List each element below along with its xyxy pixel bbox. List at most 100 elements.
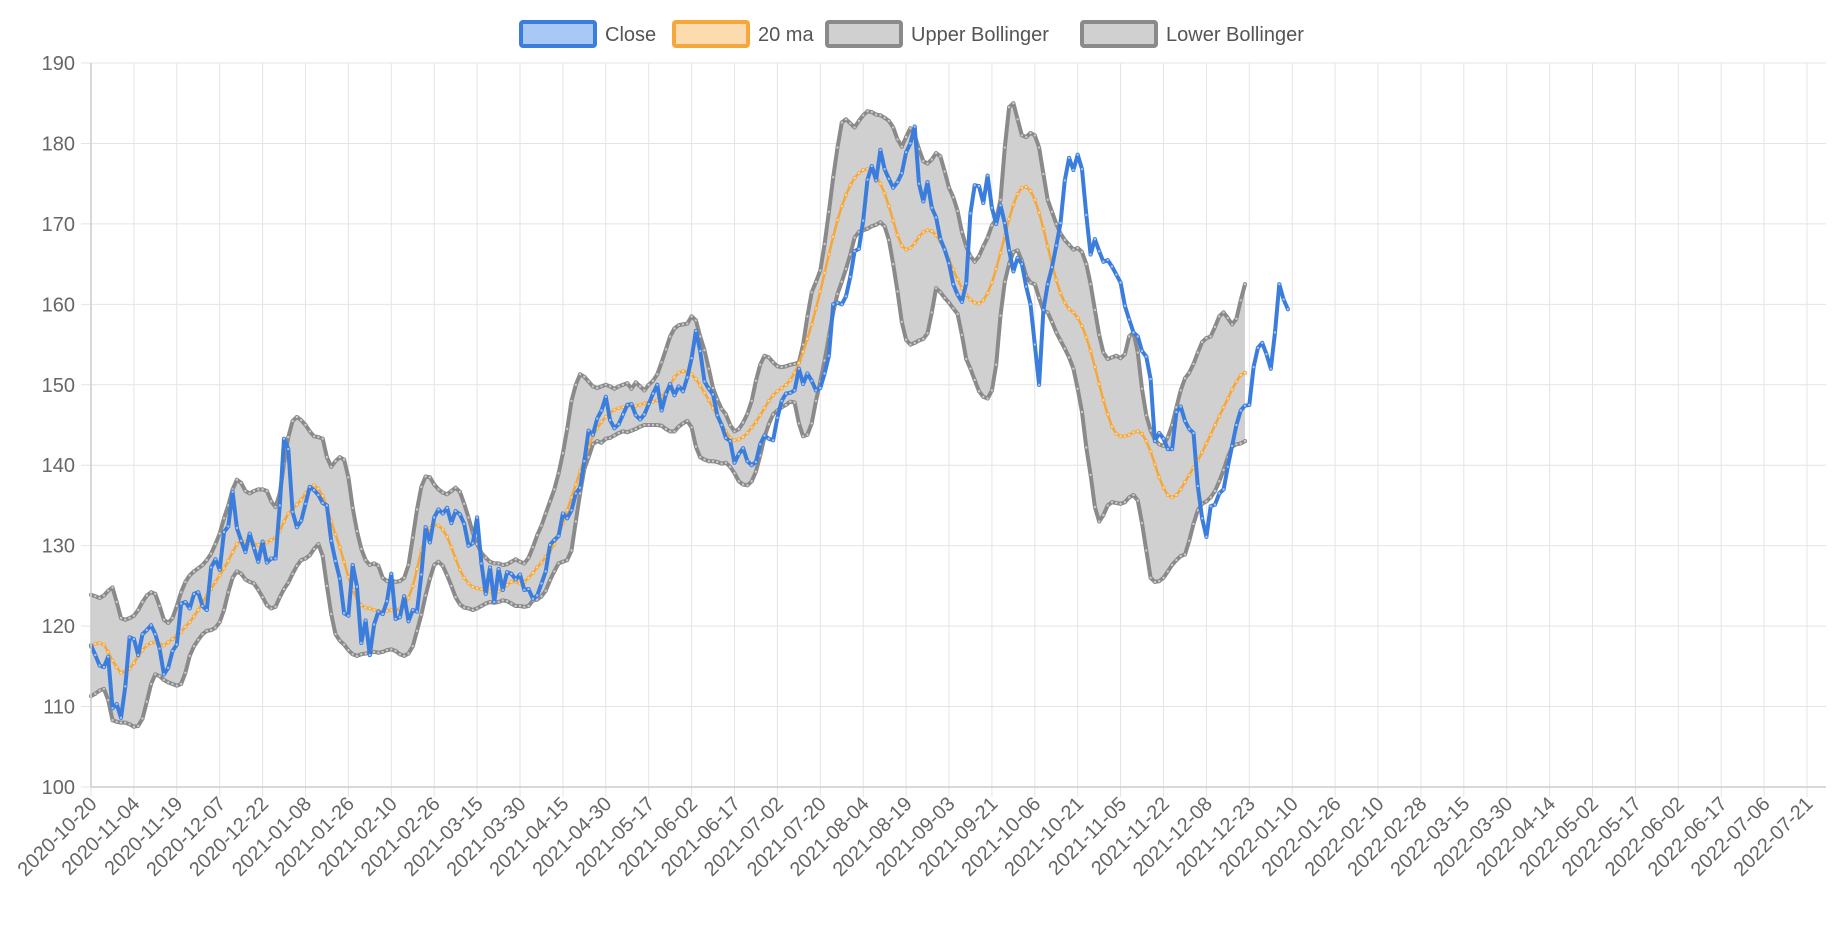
data-point-20-ma — [114, 665, 119, 670]
data-point-close — [475, 515, 480, 520]
data-point-upper-bollinger — [363, 558, 368, 563]
data-point-close — [1243, 403, 1248, 408]
data-point-close — [127, 635, 132, 640]
data-point-upper-bollinger — [835, 145, 840, 150]
data-point-close — [912, 124, 917, 129]
data-point-lower-bollinger — [183, 670, 188, 675]
data-point-lower-bollinger — [565, 558, 570, 563]
data-point-lower-bollinger — [814, 398, 819, 403]
data-point-close — [170, 649, 175, 654]
data-point-upper-bollinger — [161, 617, 166, 622]
data-point-close — [715, 413, 720, 418]
data-point-lower-bollinger — [410, 644, 415, 649]
data-point-close — [573, 491, 578, 496]
data-point-upper-bollinger — [977, 254, 982, 259]
data-point-close — [1183, 418, 1188, 423]
data-point-lower-bollinger — [384, 648, 389, 653]
data-point-upper-bollinger — [505, 562, 510, 567]
data-point-close — [440, 511, 445, 516]
data-point-close — [1187, 426, 1192, 431]
data-point-lower-bollinger — [732, 471, 737, 476]
data-point-close — [239, 538, 244, 543]
data-point-lower-bollinger — [1118, 501, 1123, 506]
data-point-upper-bollinger — [286, 435, 291, 440]
data-point-close — [556, 534, 561, 539]
legend-item-lower-bollinger[interactable]: Lower Bollinger — [1080, 20, 1304, 48]
data-point-close — [402, 594, 407, 599]
data-point-lower-bollinger — [170, 682, 175, 687]
data-point-close — [1140, 348, 1145, 353]
legend-item-20-ma[interactable]: 20 ma — [672, 20, 814, 48]
data-point-lower-bollinger — [848, 252, 853, 257]
data-point-lower-bollinger — [337, 638, 342, 643]
data-point-lower-bollinger — [140, 716, 145, 721]
data-point-20-ma — [1183, 480, 1188, 485]
data-point-lower-bollinger — [749, 479, 754, 484]
data-point-close — [1024, 284, 1029, 289]
data-point-20-ma — [1097, 381, 1102, 386]
data-point-upper-bollinger — [732, 429, 737, 434]
data-point-lower-bollinger — [1144, 548, 1149, 553]
legend-item-close[interactable]: Close — [519, 20, 656, 48]
data-point-upper-bollinger — [959, 229, 964, 234]
data-point-upper-bollinger — [856, 118, 861, 123]
data-point-upper-bollinger — [848, 121, 853, 126]
data-point-close — [779, 398, 784, 403]
data-point-upper-bollinger — [921, 159, 926, 164]
data-point-close — [1148, 377, 1153, 382]
data-point-20-ma — [1161, 485, 1166, 490]
legend-item-upper-bollinger[interactable]: Upper Bollinger — [825, 20, 1049, 48]
data-point-lower-bollinger — [174, 683, 179, 688]
data-point-upper-bollinger — [929, 157, 934, 162]
data-point-lower-bollinger — [500, 598, 505, 603]
data-point-upper-bollinger — [530, 545, 535, 550]
data-point-close — [492, 600, 497, 605]
data-point-lower-bollinger — [230, 575, 235, 580]
data-point-lower-bollinger — [526, 604, 531, 609]
data-point-20-ma — [1007, 217, 1012, 222]
data-point-upper-bollinger — [586, 379, 591, 384]
data-point-20-ma — [818, 289, 823, 294]
data-point-lower-bollinger — [917, 338, 922, 343]
data-point-close — [1195, 484, 1200, 489]
data-point-close — [685, 375, 690, 380]
data-point-lower-bollinger — [844, 266, 849, 271]
legend-swatch — [1080, 20, 1158, 48]
data-point-20-ma — [226, 559, 231, 564]
data-point-close — [1114, 272, 1119, 277]
data-point-close — [878, 147, 883, 152]
data-point-close — [286, 447, 291, 452]
data-point-lower-bollinger — [1148, 575, 1153, 580]
data-point-lower-bollinger — [157, 674, 162, 679]
data-point-close — [350, 563, 355, 568]
series-lines — [89, 101, 1290, 729]
data-point-close — [693, 328, 698, 333]
data-point-lower-bollinger — [299, 558, 304, 563]
data-point-close — [119, 715, 124, 720]
data-point-lower-bollinger — [638, 424, 643, 429]
data-point-upper-bollinger — [668, 334, 673, 339]
data-point-lower-bollinger — [1243, 439, 1248, 444]
data-point-close — [213, 557, 218, 562]
data-point-lower-bollinger — [457, 602, 462, 607]
data-point-lower-bollinger — [874, 222, 879, 227]
data-point-lower-bollinger — [603, 436, 608, 441]
data-point-close — [1225, 464, 1230, 469]
data-point-close — [899, 171, 904, 176]
data-point-upper-bollinger — [891, 125, 896, 130]
data-point-close — [153, 632, 158, 637]
data-point-lower-bollinger — [595, 439, 600, 444]
y-tick-label: 100 — [42, 777, 75, 799]
data-point-lower-bollinger — [187, 653, 192, 658]
data-point-close — [101, 665, 106, 670]
data-point-close — [372, 622, 377, 627]
data-point-lower-bollinger — [487, 600, 492, 605]
data-point-close — [548, 542, 553, 547]
data-point-lower-bollinger — [350, 652, 355, 657]
data-point-upper-bollinger — [1187, 370, 1192, 375]
data-point-close — [608, 418, 613, 423]
data-point-upper-bollinger — [852, 125, 857, 130]
data-point-upper-bollinger — [1050, 209, 1055, 214]
data-point-20-ma — [196, 608, 201, 613]
data-point-upper-bollinger — [865, 109, 870, 114]
